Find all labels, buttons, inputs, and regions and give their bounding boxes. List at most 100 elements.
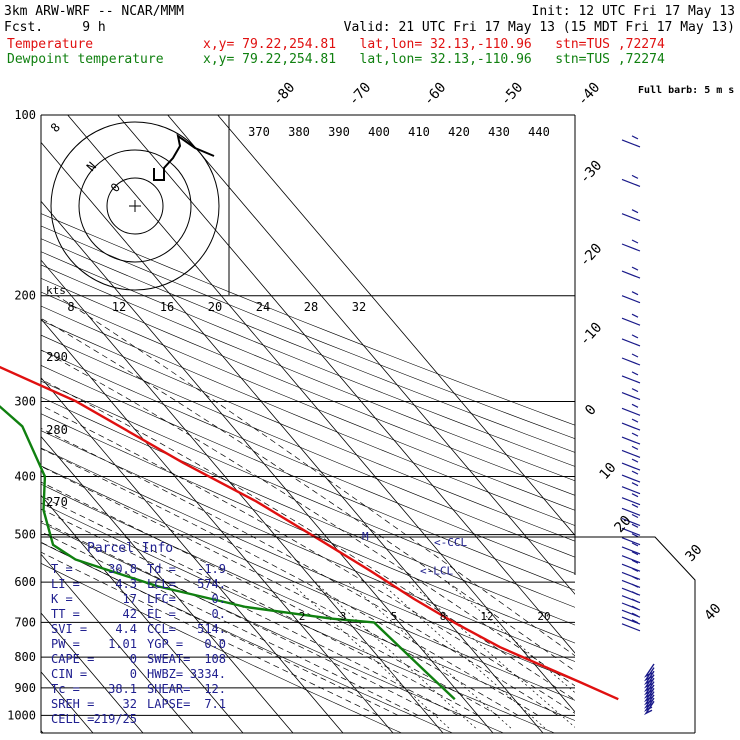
moist-adiabat — [41, 508, 459, 716]
parcel-key: PW = — [51, 637, 80, 651]
init-time: Init: 12 UTC Fri 17 May 13 — [532, 4, 736, 19]
dry-adiabat — [41, 502, 555, 733]
parcel-key: LCL= — [147, 577, 176, 591]
wind-barb — [621, 266, 641, 279]
parcel-value: 1.01 — [108, 637, 137, 651]
pressure-tick-label: 500 — [14, 528, 36, 542]
wind-speed-label: 16 — [160, 300, 174, 314]
parcel-key: Tc = — [51, 682, 80, 696]
moist-adiabat — [56, 295, 575, 657]
wind-barb — [621, 551, 641, 564]
wind-barb — [621, 371, 641, 384]
pressure-tick-label: 1000 — [7, 708, 36, 722]
dry-adiabat — [41, 334, 575, 558]
isotherm — [41, 553, 194, 733]
parcel-value: 32 — [123, 697, 137, 711]
mixing-ratio-line — [379, 581, 546, 729]
wind-barb — [621, 174, 641, 187]
theta-label: 440 — [528, 125, 550, 139]
isotherm — [117, 115, 575, 654]
wind-speed-label: 28 — [304, 300, 318, 314]
mixing-ratio-line — [347, 581, 512, 729]
wind-barb — [621, 135, 641, 148]
parcel-key: T = — [51, 562, 73, 576]
parcel-key: CIN = — [51, 667, 87, 681]
hodograph-ring-label: N — [84, 159, 99, 174]
theta-label: 380 — [288, 125, 310, 139]
parcel-info-title: Parcel Info — [87, 541, 173, 556]
isotherm — [41, 200, 494, 733]
isotherm — [41, 435, 294, 733]
isotherm — [41, 494, 244, 733]
isotherm-label: -20 — [577, 241, 606, 271]
isotherm — [41, 141, 544, 733]
parcel-value: 0 — [130, 667, 137, 681]
diagram-grid — [40, 114, 695, 734]
parcel-key: LAPSE= — [147, 697, 190, 711]
isotherm-label: 10 — [596, 460, 619, 483]
isotherm — [41, 318, 394, 733]
isotherm-label: -40 — [575, 80, 604, 110]
isotherm — [67, 115, 575, 713]
wind-barbs: Full barb: 5 m s — [621, 85, 734, 716]
wind-barb — [621, 559, 641, 572]
wind-speed-label: 24 — [256, 300, 270, 314]
dry-adiabat — [41, 278, 575, 496]
moist-adiabat — [41, 448, 539, 716]
wind-barb — [621, 513, 641, 527]
isotherm-label: 0 — [582, 402, 600, 419]
legend-dewpoint-info: x,y= 79.22,254.81 lat,lon= 32.13,-110.96… — [203, 52, 665, 67]
level-marker: <-CCL — [434, 536, 467, 549]
dry-adiabat — [41, 291, 575, 511]
pressure-tick-label: 400 — [14, 469, 36, 483]
mixing-ratio-label: 12 — [480, 610, 493, 623]
parcel-key: EL = — [147, 607, 176, 621]
wind-barb — [621, 445, 641, 458]
parcel-value: 4.4 — [115, 622, 137, 636]
parcel-value: 17 — [123, 592, 137, 606]
isotherm — [41, 377, 344, 733]
wind-barb — [621, 458, 641, 471]
pressure-tick-label: 300 — [14, 394, 36, 408]
parcel-key: SHEAR= — [147, 682, 190, 696]
temperature-trace — [0, 365, 619, 701]
parcel-value: 574. — [197, 577, 226, 591]
wind-barb — [643, 700, 655, 716]
isotherm — [167, 115, 575, 595]
mixing-ratio-label: 8 — [440, 610, 447, 623]
dry-adiabat — [41, 430, 575, 662]
parcel-key: SREH = — [51, 697, 94, 711]
dry-adiabat — [41, 522, 504, 733]
legend-temperature-name: Temperature — [7, 37, 93, 52]
hodograph-ring — [50, 121, 220, 291]
theta-low-label: 270 — [46, 495, 68, 509]
theta-low-label: 280 — [46, 423, 68, 437]
theta-label: 370 — [248, 125, 270, 139]
dry-adiabat — [41, 305, 575, 526]
parcel-key: SWEAT= — [147, 652, 190, 666]
parcel-value: 0. — [212, 607, 226, 621]
mixing-ratio-line — [289, 581, 450, 729]
isotherm-label: -30 — [577, 158, 606, 188]
wind-barb — [621, 334, 641, 347]
barb-note: Full barb: 5 m s — [638, 85, 734, 96]
legend-dewpoint-name: Dewpoint temperature — [7, 52, 164, 67]
isotherm — [217, 115, 575, 536]
isotherm-label: 40 — [701, 601, 724, 624]
parcel-key: CCL= — [147, 622, 176, 636]
isotherm-label: -70 — [346, 80, 375, 110]
barb-column — [621, 135, 655, 716]
mixing-ratio-label: 2 — [299, 610, 306, 623]
wind-barb — [621, 619, 641, 632]
wind-barb — [621, 313, 641, 326]
dry-adiabat — [41, 483, 575, 721]
parcel-key: LI = — [51, 577, 80, 591]
freezing-marker: M — [362, 530, 369, 543]
wind-barb — [621, 432, 641, 445]
parcel-key: TT = — [51, 607, 80, 621]
wind-barb — [621, 523, 641, 536]
isotherm-label: -10 — [577, 320, 606, 350]
wind-barb — [621, 533, 641, 546]
isotherm — [41, 259, 444, 733]
